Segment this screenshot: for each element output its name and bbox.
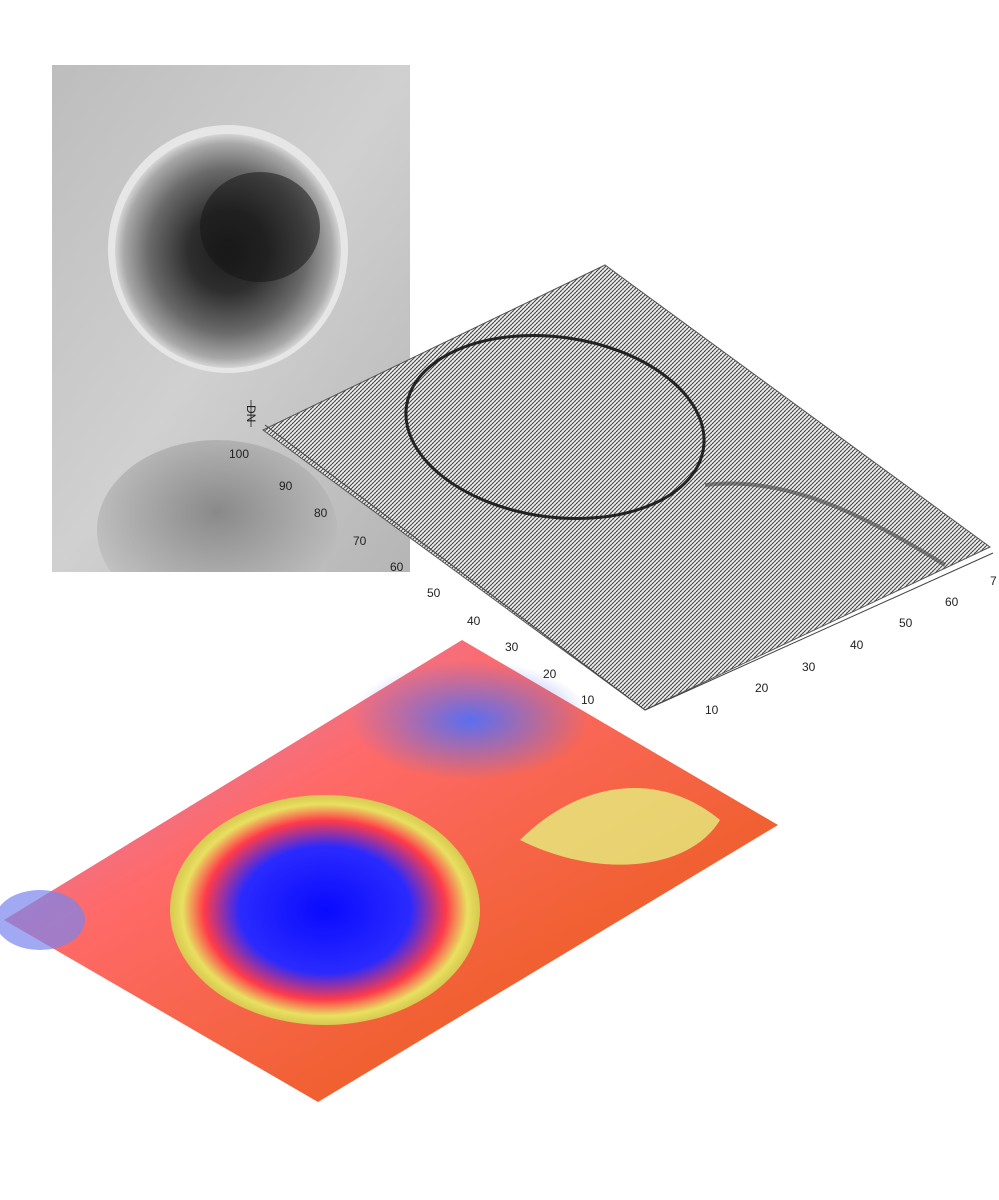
color-relief-svg (0, 640, 778, 1102)
crater-photo (52, 65, 410, 572)
relief-left-basin (0, 890, 85, 950)
x-tick-label: 20 (755, 681, 769, 695)
x-axis-line (644, 552, 994, 711)
y-tick-label: 30 (505, 640, 519, 654)
x-tick-label: 60 (945, 595, 959, 609)
secondary-crater (97, 440, 337, 572)
relief-upper-basin (350, 660, 590, 780)
x-tick-label: 40 (850, 638, 864, 652)
mesh-crater-rim (404, 333, 706, 521)
crater-shadow (200, 172, 320, 282)
color-relief-surface (0, 630, 790, 1110)
y-axis-line (264, 424, 646, 711)
z-axis-label: DN (244, 405, 258, 422)
x-tick-label: 50 (899, 616, 913, 630)
mesh-surface (262, 264, 991, 711)
y-tick-label: 80 (314, 506, 328, 520)
y-tick-label: 40 (467, 614, 481, 628)
y-tick-label: 50 (427, 586, 441, 600)
y-tick-label: 100 (229, 447, 249, 461)
y-tick-label: 60 (390, 560, 404, 574)
crater-photo-svg (52, 65, 410, 572)
x-tick-label: 7 (990, 574, 997, 588)
y-tick-label: 90 (279, 479, 293, 493)
relief-ridge (520, 787, 720, 865)
x-tick-label: 30 (802, 660, 816, 674)
mesh-plot-svg: DN 100 90 80 70 60 50 40 30 20 10 10 20 … (229, 264, 997, 717)
x-tick-label: 10 (705, 703, 719, 717)
mesh-ridge (704, 481, 947, 567)
y-tick-label: 70 (353, 534, 367, 548)
relief-crater (170, 795, 480, 1025)
mesh-surface-plot: DN 100 90 80 70 60 50 40 30 20 10 10 20 … (225, 255, 999, 725)
